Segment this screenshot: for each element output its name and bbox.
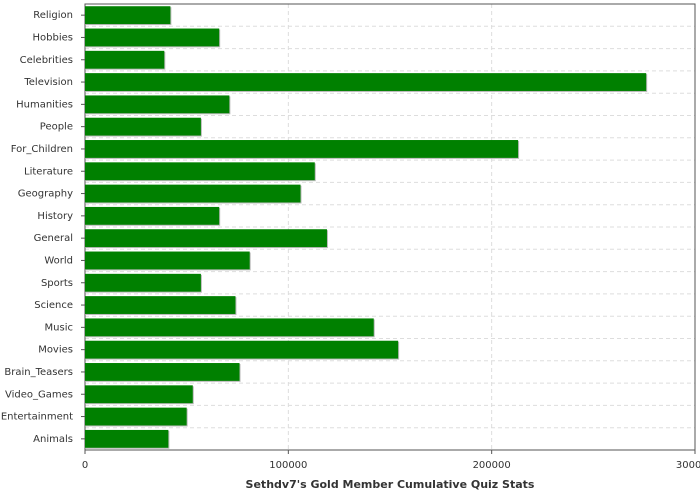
y-tick-label: Science (34, 300, 73, 311)
x-tick-label: 0 (82, 460, 88, 471)
x-tick-label: 100000 (269, 460, 307, 471)
bar (85, 251, 250, 270)
bar (85, 229, 327, 248)
bar (85, 206, 220, 225)
y-tick-label: Entertainment (1, 412, 73, 423)
y-tick-label: History (37, 211, 73, 222)
y-tick-label: Animals (33, 434, 73, 445)
bar (85, 6, 171, 25)
x-tick-label: 300000 (676, 460, 700, 471)
y-tick-label: World (44, 255, 73, 266)
y-tick-label: Television (23, 77, 73, 88)
bar (85, 73, 647, 91)
plot-frame (84, 3, 696, 451)
y-tick-label: Humanities (16, 99, 73, 110)
bar (85, 50, 165, 69)
bar (85, 117, 201, 136)
bar (85, 162, 315, 181)
x-tick-label: 200000 (473, 460, 511, 471)
y-tick-label: Movies (38, 345, 73, 356)
chart-title: Sethdv7's Gold Member Cumulative Quiz St… (246, 478, 535, 491)
y-tick-label: Geography (18, 189, 73, 200)
y-tick-label: Video_Games (5, 389, 73, 400)
y-tick-label: Hobbies (33, 32, 73, 43)
bar (85, 318, 374, 337)
bar (85, 385, 193, 404)
bar (85, 340, 399, 359)
bar (85, 273, 201, 292)
bar (85, 140, 519, 158)
bar (85, 184, 301, 203)
y-tick-label: People (40, 122, 73, 133)
bar (85, 95, 230, 114)
bar (85, 363, 240, 381)
y-tick-label: Literature (24, 166, 73, 177)
y-tick-label: Sports (41, 278, 73, 289)
y-tick-label: For_Children (11, 144, 73, 155)
bar (85, 28, 220, 47)
y-tick-label: General (34, 233, 73, 244)
bar (85, 429, 169, 448)
y-tick-label: Brain_Teasers (4, 367, 73, 378)
y-tick-label: Religion (33, 10, 73, 21)
y-tick-label: Celebrities (20, 55, 73, 66)
y-tick-label: Music (45, 322, 73, 333)
bar (85, 407, 187, 426)
bar (85, 296, 236, 314)
